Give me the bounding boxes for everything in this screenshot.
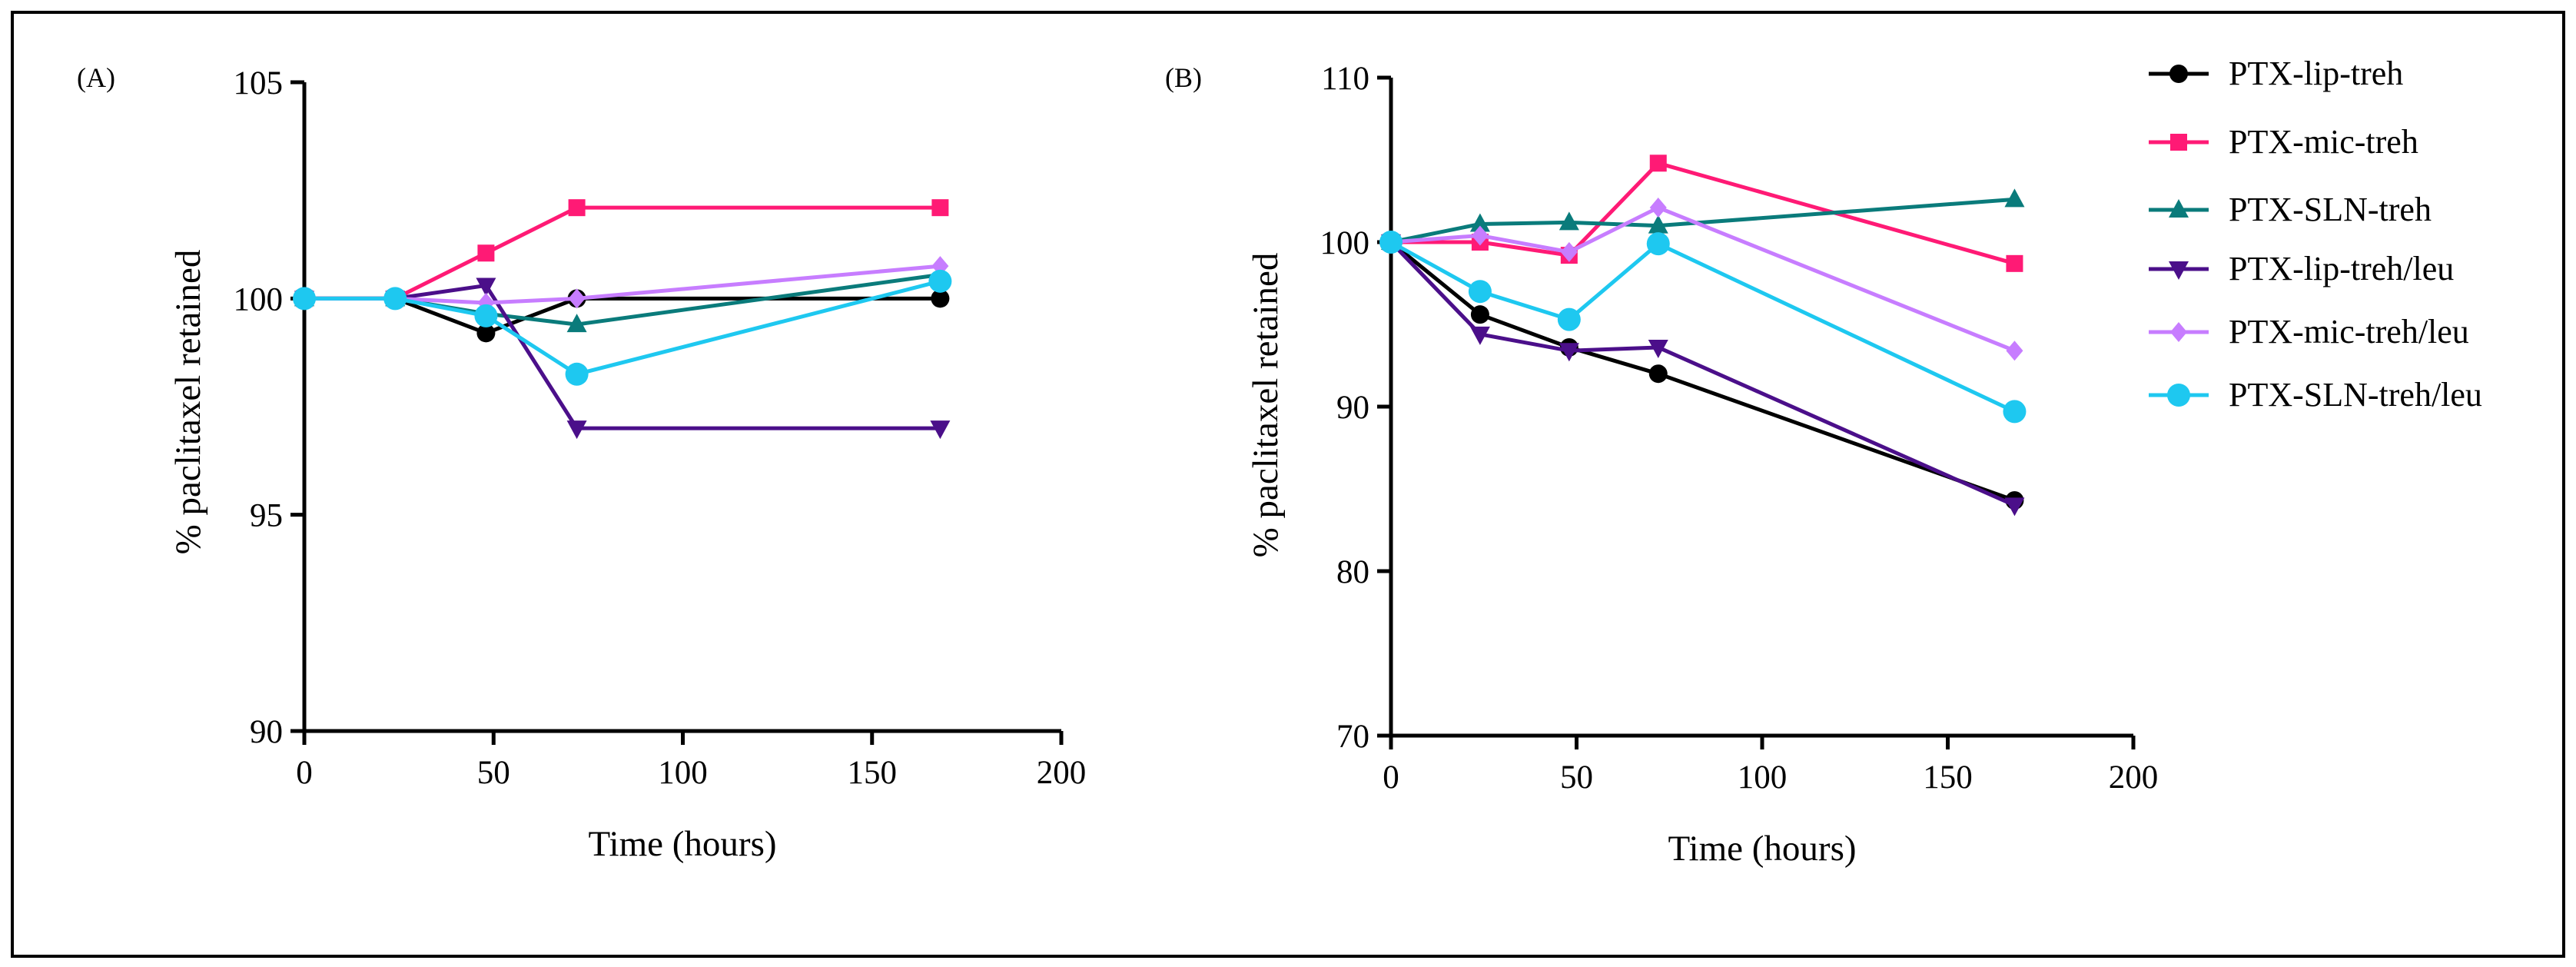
panel-a-point-ptx-lip-treh	[931, 289, 950, 308]
legend-marker-ptx-lip-treh	[2169, 65, 2188, 83]
panel-b-point-ptx-lip-treh-leu	[2004, 497, 2025, 517]
legend: PTX-lip-treh PTX-mic-treh PTX-SLN-treh P…	[2149, 55, 2482, 414]
legend-label: PTX-mic-treh	[2229, 123, 2418, 161]
panel-b: (B) % paclitaxel retained Time (hours) 7…	[1165, 61, 2158, 869]
panel-a-point-ptx-sln-treh-leu	[293, 287, 316, 311]
panel-b-x-tick-label: 200	[2109, 759, 2159, 796]
panel-a-series-ptx-sln-treh-leu	[293, 269, 952, 386]
panel-a-point-ptx-mic-treh	[477, 244, 495, 262]
panel-a-point-ptx-sln-treh	[566, 314, 587, 333]
panel-b-ticks: 70 80 90 100 110 0 50 100 150 200	[1320, 61, 2159, 796]
legend-item-ptx-sln-treh: PTX-SLN-treh	[2149, 191, 2432, 228]
panel-b-y-axis-title: % paclitaxel retained	[1246, 253, 1286, 558]
panel-b-point-ptx-mic-treh-leu	[1471, 225, 1489, 246]
legend-marker-ptx-mic-treh	[2170, 134, 2187, 151]
panel-b-y-tick-label: 100	[1320, 225, 1370, 261]
panel-a-point-ptx-sln-treh-leu	[383, 287, 407, 311]
panel-b-x-tick-label: 0	[1383, 759, 1399, 796]
legend-item-ptx-sln-treh-leu: PTX-SLN-treh/leu	[2149, 376, 2482, 414]
panel-b-series-ptx-sln-treh-leu	[1379, 231, 2027, 424]
panel-b-point-ptx-sln-treh	[2004, 188, 2025, 208]
legend-item-ptx-lip-treh-leu: PTX-lip-treh/leu	[2149, 250, 2454, 287]
panel-b-point-ptx-sln-treh-leu	[1379, 231, 1403, 254]
panel-b-x-tick-label: 150	[1923, 759, 1973, 796]
legend-label: PTX-SLN-treh	[2229, 191, 2432, 228]
legend-label: PTX-lip-treh/leu	[2229, 250, 2454, 287]
panel-b-x-tick-label: 50	[1560, 759, 1593, 796]
panel-a-point-ptx-sln-treh-leu	[928, 269, 952, 293]
legend-label: PTX-lip-treh	[2229, 55, 2403, 92]
panel-a-point-ptx-sln-treh-leu	[565, 362, 589, 386]
legend-label: PTX-mic-treh/leu	[2229, 313, 2469, 351]
panel-a-y-tick-label: 95	[250, 498, 283, 534]
panel-a-point-ptx-lip-treh	[476, 324, 496, 343]
panel-b-x-axis-title: Time (hours)	[1668, 829, 1856, 869]
panel-a-x-tick-label: 150	[848, 755, 898, 791]
legend-item-ptx-mic-treh: PTX-mic-treh	[2149, 123, 2418, 161]
panel-a: (A) % paclitaxel retained Time (hours) 9…	[77, 62, 1086, 864]
panel-a-x-axis-title: Time (hours)	[588, 824, 776, 864]
legend-marker-ptx-sln-treh-leu	[2167, 384, 2190, 407]
panel-b-point-ptx-mic-treh	[1649, 155, 1667, 172]
panel-b-point-ptx-lip-treh	[1648, 364, 1668, 384]
panel-b-point-ptx-sln-treh	[1469, 213, 1490, 232]
panel-b-point-ptx-sln-treh-leu	[1468, 280, 1492, 304]
panel-b-point-ptx-lip-treh-leu	[1559, 343, 1579, 362]
panel-a-y-tick-label: 90	[250, 714, 283, 750]
panel-a-point-ptx-lip-treh-leu	[566, 420, 587, 440]
panel-b-point-ptx-lip-treh	[1470, 305, 1489, 324]
panel-b-point-ptx-mic-treh-leu	[1649, 198, 1667, 218]
panel-b-point-ptx-mic-treh-leu	[2006, 341, 2023, 361]
panel-a-y-tick-label: 105	[234, 65, 284, 101]
panel-a-label: (A)	[77, 62, 115, 93]
panel-b-y-tick-label: 90	[1336, 390, 1369, 426]
legend-item-ptx-lip-treh: PTX-lip-treh	[2149, 55, 2403, 92]
legend-item-ptx-mic-treh-leu: PTX-mic-treh/leu	[2149, 313, 2469, 351]
panel-b-point-ptx-lip-treh-leu	[1469, 326, 1490, 345]
legend-marker-ptx-lip-treh-leu	[2169, 261, 2189, 280]
panel-b-point-ptx-sln-treh	[1648, 214, 1668, 234]
legend-marker-ptx-sln-treh	[2169, 199, 2189, 218]
panel-a-y-tick-label: 100	[234, 281, 284, 317]
panel-a-point-ptx-mic-treh	[931, 199, 949, 217]
panel-a-x-tick-label: 100	[658, 755, 708, 791]
panel-b-point-ptx-sln-treh	[1559, 211, 1579, 231]
panel-a-point-ptx-sln-treh-leu	[474, 304, 498, 327]
panel-b-label: (B)	[1165, 62, 1202, 93]
legend-label: PTX-SLN-treh/leu	[2229, 376, 2482, 414]
panel-b-y-tick-label: 80	[1336, 554, 1369, 590]
panel-a-x-tick-label: 50	[477, 755, 510, 791]
legend-marker-ptx-mic-treh-leu	[2170, 322, 2187, 342]
panel-a-series	[293, 199, 952, 440]
panel-a-x-tick-label: 200	[1037, 755, 1087, 791]
panel-b-point-ptx-mic-treh-leu	[1560, 241, 1578, 262]
figure-border	[11, 11, 2565, 958]
panel-b-point-ptx-sln-treh-leu	[1646, 232, 1670, 256]
panel-a-ticks: 90 95 100 105 0 50 100 150 200	[234, 65, 1087, 791]
panel-b-x-tick-label: 100	[1738, 759, 1788, 796]
panel-b-point-ptx-mic-treh	[2006, 254, 2023, 272]
panel-a-y-axis-title: % paclitaxel retained	[168, 250, 208, 555]
panel-a-point-ptx-mic-treh	[568, 199, 586, 217]
panel-a-point-ptx-lip-treh-leu	[930, 420, 951, 440]
panel-a-x-tick-label: 0	[296, 755, 313, 791]
panel-b-point-ptx-sln-treh-leu	[2003, 400, 2027, 424]
panel-b-series	[1379, 155, 2027, 517]
panel-b-y-tick-label: 70	[1336, 719, 1369, 755]
panel-a-point-ptx-mic-treh-leu	[568, 288, 586, 309]
panel-b-point-ptx-sln-treh-leu	[1557, 307, 1581, 331]
panel-a-point-ptx-lip-treh-leu	[476, 277, 496, 297]
panel-b-y-tick-label: 110	[1321, 61, 1369, 97]
panel-b-point-ptx-lip-treh-leu	[1648, 339, 1668, 358]
